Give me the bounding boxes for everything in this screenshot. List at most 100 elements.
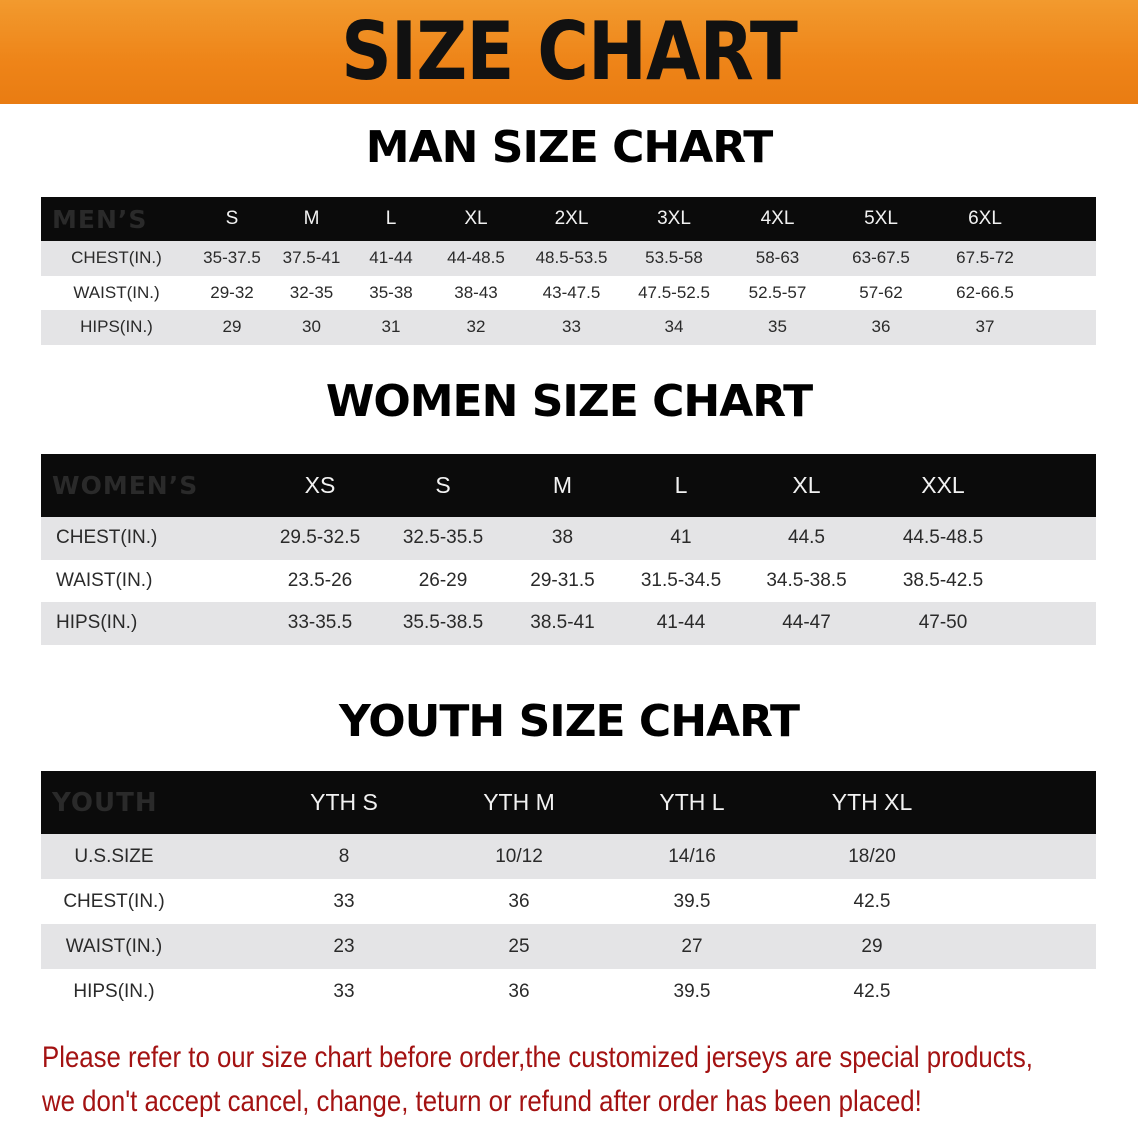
size-header: YTH XL — [831, 789, 913, 815]
table-cell: 44-47 — [782, 612, 831, 634]
table-cell: 41-44 — [656, 612, 706, 634]
table-cell: 47-50 — [918, 612, 968, 634]
size-header: YTH M — [483, 789, 555, 815]
table-cell: 23.5-26 — [287, 569, 353, 591]
table-cell: 25 — [508, 935, 530, 957]
table-row: WAIST(IN.) 29-32 32-35 35-38 38-43 43-47.5 47.… — [41, 275, 1096, 310]
table-cell: 32-35 — [289, 282, 334, 302]
table-cell: 57-62 — [859, 282, 903, 302]
table-row: CHEST(IN.) 33 36 39.5 42.5 — [41, 879, 1096, 924]
size-header: S — [435, 472, 451, 498]
women-section-title: WOMEN SIZE CHART — [325, 376, 813, 427]
table-cell: 47.5-52.5 — [638, 282, 710, 302]
table-header-row: WOMEN’S XS S M L XL XXL — [41, 454, 1096, 517]
row-label: WAIST(IN.) — [73, 282, 160, 302]
table-header-row: MEN’S S M L XL 2XL 3XL 4XL 5XL 6XL — [41, 197, 1096, 241]
table-cell: 38 — [551, 527, 574, 549]
table-cell: 29 — [861, 935, 883, 957]
main-title: SIZE CHART — [341, 5, 798, 98]
table-cell: 29-32 — [210, 282, 254, 302]
youth-section-title: YOUTH SIZE CHART — [338, 696, 800, 747]
size-header: 4XL — [760, 208, 795, 229]
order-notice: Please refer to our size chart before or… — [42, 1036, 1033, 1124]
table-cell: 8 — [338, 845, 350, 867]
table-row: HIPS(IN.) 33 36 39.5 42.5 — [41, 969, 1096, 1014]
table-row: WAIST(IN.) 23 25 27 29 — [41, 924, 1096, 969]
table-cell: 48.5-53.5 — [535, 248, 608, 268]
table-cell: 31 — [381, 317, 401, 337]
table-cell: 44.5-48.5 — [902, 527, 984, 549]
header-label: YOUTH — [52, 787, 158, 818]
table-row: HIPS(IN.) 33-35.5 35.5-38.5 38.5-41 41-44 44-… — [41, 602, 1096, 645]
size-header: 6XL — [968, 208, 1002, 229]
table-cell: 35-37.5 — [203, 248, 261, 268]
size-header: XXL — [921, 472, 965, 498]
table-cell: 35-38 — [369, 282, 413, 302]
table-cell: 62-66.5 — [956, 282, 1014, 302]
table-cell: 33 — [562, 317, 581, 337]
table-cell: 38.5-41 — [530, 612, 595, 634]
table-cell: 39.5 — [673, 890, 711, 912]
table-cell: 58-63 — [755, 248, 800, 268]
table-header-row: YOUTH YTH S YTH M YTH L YTH XL — [41, 771, 1096, 834]
table-cell: 38-43 — [454, 282, 498, 302]
size-header: S — [225, 208, 239, 229]
table-cell: 30 — [302, 317, 321, 337]
size-header: L — [674, 472, 688, 498]
row-label: U.S.SIZE — [74, 845, 154, 867]
row-label: HIPS(IN.) — [80, 317, 153, 337]
row-label: CHEST(IN.) — [56, 527, 158, 549]
table-cell: 35.5-38.5 — [402, 612, 484, 634]
table-cell: 53.5-58 — [645, 248, 703, 268]
table-cell: 31.5-34.5 — [640, 569, 722, 591]
notice-line-1: Please refer to our size chart before or… — [42, 1041, 1033, 1074]
table-row: CHEST(IN.) 29.5-32.5 32.5-35.5 38 41 44.5 44.5… — [41, 517, 1096, 560]
size-header: 3XL — [657, 208, 691, 229]
table-cell: 36 — [871, 317, 891, 337]
table-cell: 39.5 — [673, 980, 711, 1002]
header-label: MEN’S — [52, 204, 148, 234]
table-cell: 32 — [466, 317, 486, 337]
table-cell: 33 — [333, 980, 355, 1002]
size-chart-banner: SIZE CHART — [0, 0, 1138, 104]
table-cell: 63-67.5 — [852, 248, 910, 268]
table-cell: 44.5 — [788, 527, 825, 549]
table-cell: 35 — [768, 317, 787, 337]
women-size-table: WOMEN’S XS S M L XL XXL CHEST(IN.) 29.5-32.5 32.5… — [41, 454, 1096, 645]
table-cell: 52.5-57 — [748, 282, 807, 302]
table-cell: 44-48.5 — [447, 248, 505, 268]
table-cell: 36 — [508, 980, 530, 1002]
table-row: WAIST(IN.) 23.5-26 26-29 29-31.5 31.5-34.5 34… — [41, 559, 1096, 602]
table-cell: 41 — [670, 527, 692, 549]
row-label: HIPS(IN.) — [73, 980, 155, 1002]
youth-size-table: YOUTH YTH S YTH M YTH L YTH XL U.S.SIZE 8 10/12… — [41, 771, 1096, 1014]
table-cell: 27 — [681, 935, 703, 957]
table-cell: 14/16 — [668, 845, 716, 867]
row-label: CHEST(IN.) — [71, 248, 162, 268]
notice-line-2: we don't accept cancel, change, teturn o… — [42, 1085, 922, 1118]
size-header: 2XL — [554, 208, 589, 229]
size-header: YTH L — [659, 789, 725, 815]
row-label: WAIST(IN.) — [65, 935, 163, 957]
table-cell: 67.5-72 — [956, 248, 1014, 268]
table-cell: 23 — [333, 935, 355, 957]
row-label: HIPS(IN.) — [56, 612, 138, 634]
table-cell: 37.5-41 — [282, 248, 341, 268]
table-cell: 34 — [664, 317, 684, 337]
table-cell: 36 — [508, 890, 530, 912]
row-label: WAIST(IN.) — [56, 569, 153, 591]
table-cell: 18/20 — [848, 845, 896, 867]
row-label: CHEST(IN.) — [63, 890, 165, 912]
size-header: L — [385, 208, 397, 229]
size-header: M — [552, 472, 573, 498]
size-header: 5XL — [864, 208, 898, 229]
table-row: HIPS(IN.) 29 30 31 32 33 34 35 36 37 — [41, 310, 1096, 345]
table-cell: 42.5 — [853, 890, 891, 912]
size-header: XS — [304, 472, 336, 498]
header-label: WOMEN’S — [52, 471, 199, 500]
table-cell: 38.5-42.5 — [902, 569, 984, 591]
size-header: XL — [792, 472, 821, 498]
table-cell: 29.5-32.5 — [279, 527, 361, 549]
table-cell: 32.5-35.5 — [402, 527, 484, 549]
table-cell: 34.5-38.5 — [766, 569, 847, 591]
